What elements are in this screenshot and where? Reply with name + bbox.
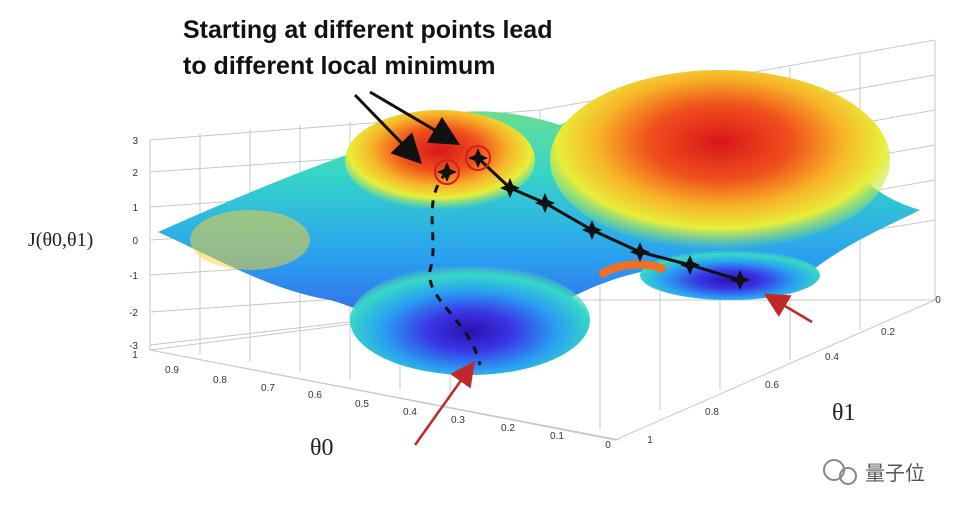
z-tick-label: 0 xyxy=(132,236,138,247)
theta0-tick-label: 0.5 xyxy=(355,399,369,410)
theta0-tick-label: 0.6 xyxy=(308,390,322,401)
descent-paths xyxy=(428,145,750,366)
theta0-tick-label: 0.7 xyxy=(261,383,275,394)
theta1-axis-label: θ1 xyxy=(832,400,856,426)
theta0-tick-label: 0 xyxy=(605,440,611,451)
z-tick-label: 2 xyxy=(132,168,138,179)
theta0-tick-label: 0.8 xyxy=(213,375,227,386)
step-marker xyxy=(730,270,750,290)
z-tick-label: -1 xyxy=(129,271,138,282)
theta1-tick-label: 0.8 xyxy=(705,407,719,418)
step-marker xyxy=(500,178,520,198)
theta1-tick-label: 0.2 xyxy=(881,327,895,338)
cost-surface xyxy=(158,70,920,375)
annotation-line: to different local minimum xyxy=(183,52,496,80)
theta1-tick-label: 0 xyxy=(935,295,941,306)
theta1-tick-label: 0.4 xyxy=(825,352,839,363)
theta0-tick-label: 0.9 xyxy=(165,365,179,376)
theta0-tick-label: 0.4 xyxy=(403,407,417,418)
theta1-tick-label: 0.6 xyxy=(765,380,779,391)
theta0-tick-label: 1 xyxy=(132,350,138,361)
theta1-tick-label: 1 xyxy=(647,435,653,446)
step-marker xyxy=(535,193,555,213)
watermark-icon xyxy=(823,459,857,485)
step-marker xyxy=(582,220,602,240)
step-marker xyxy=(630,242,650,262)
z-tick-label: 3 xyxy=(132,136,138,147)
watermark: 量子位 xyxy=(865,461,925,485)
theta0-tick-label: 0.1 xyxy=(550,431,564,442)
theta0-tick-label: 0.2 xyxy=(501,423,515,434)
z-tick-label: -3 xyxy=(129,341,138,352)
z-axis-label: J(θ0,θ1) xyxy=(28,229,93,251)
step-marker xyxy=(680,255,700,275)
step-marker xyxy=(468,148,488,168)
step-marker xyxy=(437,162,457,182)
z-tick-label: -2 xyxy=(129,308,138,319)
theta0-axis-label: θ0 xyxy=(310,435,334,461)
annotation-line: Starting at different points lead xyxy=(183,16,552,44)
theta0-tick-label: 0.3 xyxy=(451,415,465,426)
z-tick-label: 1 xyxy=(132,203,138,214)
arrows xyxy=(353,90,813,446)
